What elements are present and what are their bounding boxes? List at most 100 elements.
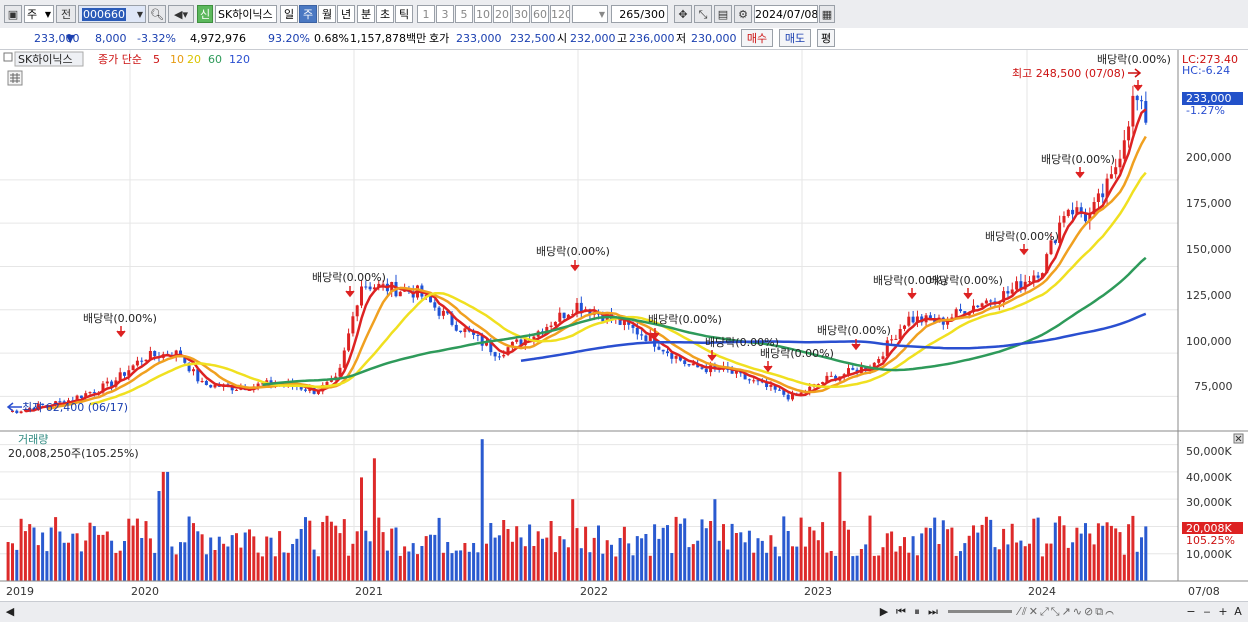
zoom-track bbox=[948, 610, 1012, 613]
stock-name-field[interactable]: SK하이닉스 bbox=[215, 5, 277, 23]
prev-button[interactable]: 전 bbox=[56, 5, 76, 23]
volume-bar bbox=[579, 548, 583, 581]
volume-bar bbox=[230, 535, 234, 581]
period-year[interactable]: 년 bbox=[337, 5, 355, 23]
candle-body bbox=[911, 316, 915, 323]
volume-bar bbox=[433, 534, 437, 581]
volume-bar bbox=[1019, 540, 1023, 581]
candle-body bbox=[472, 331, 476, 335]
x-label-2019: 2019 bbox=[6, 585, 34, 598]
volume-bar bbox=[1023, 546, 1027, 581]
search-icon[interactable]: 🔍︎ bbox=[148, 5, 166, 23]
dividend-arrow-icon bbox=[763, 361, 773, 373]
candle-body bbox=[834, 375, 838, 381]
period-month[interactable]: 월 bbox=[318, 5, 336, 23]
period-minute[interactable]: 분 bbox=[357, 5, 375, 23]
volume-bar bbox=[1114, 528, 1118, 581]
interval-20[interactable]: 20 bbox=[493, 5, 511, 23]
gear-icon[interactable]: ⚙ bbox=[734, 5, 752, 23]
chart-tools-icon[interactable]: ⤡ bbox=[694, 5, 712, 23]
volume-bar bbox=[519, 537, 523, 581]
volume-bar bbox=[855, 555, 859, 581]
candle-body bbox=[506, 347, 510, 355]
period-tick[interactable]: 틱 bbox=[395, 5, 413, 23]
interval-60[interactable]: 60 bbox=[531, 5, 549, 23]
candle-body bbox=[1109, 174, 1113, 179]
volume-bar bbox=[1066, 547, 1070, 581]
candle-body bbox=[631, 324, 635, 328]
candle-body bbox=[1079, 207, 1083, 214]
interval-custom-select[interactable]: ▼ bbox=[572, 5, 608, 23]
volume-bar bbox=[937, 544, 941, 581]
stock-code-input[interactable]: 000660 ▼ bbox=[78, 5, 146, 23]
candle-body bbox=[140, 360, 144, 362]
volume-bar bbox=[204, 554, 208, 581]
minus-icon[interactable]: ‒ bbox=[1203, 605, 1211, 618]
volume-bar bbox=[1049, 543, 1053, 581]
sell-button[interactable]: 매도 bbox=[779, 29, 811, 47]
volume-bar bbox=[717, 540, 721, 581]
speaker-icon[interactable]: ◀▾ bbox=[168, 5, 194, 23]
volume-bar bbox=[209, 537, 213, 581]
rewind-icon[interactable]: ⏮ bbox=[896, 605, 906, 618]
volume-bar bbox=[821, 522, 825, 581]
volume-bar bbox=[730, 523, 734, 581]
dividend-arrow-icon bbox=[707, 350, 717, 362]
volume-bar bbox=[347, 555, 351, 581]
play-icon[interactable]: ▶ bbox=[879, 605, 889, 618]
scroll-left-icon[interactable]: ◀ bbox=[5, 605, 15, 618]
period-day[interactable]: 일 bbox=[280, 5, 298, 23]
drawing-tools-icon[interactable]: ⁄⫽✕⤢⤡↗∿⊘⧉⌒ bbox=[1018, 605, 1116, 618]
volume-tick-40000k: 40,000K bbox=[1186, 471, 1232, 484]
crosshair-icon[interactable]: ✥ bbox=[674, 5, 692, 23]
window-menu-icon[interactable]: ▣ bbox=[4, 5, 22, 23]
volume-bar bbox=[75, 533, 79, 581]
candle-body bbox=[325, 381, 329, 385]
candle-body bbox=[976, 305, 980, 307]
new-badge[interactable]: 신 bbox=[197, 5, 213, 23]
period-second[interactable]: 초 bbox=[376, 5, 394, 23]
candle-body bbox=[773, 385, 777, 390]
volume-bar bbox=[566, 547, 570, 581]
candle-body bbox=[28, 408, 32, 410]
volume-bar bbox=[84, 540, 88, 581]
candle-body bbox=[980, 303, 984, 307]
pause-icon[interactable]: ⏸ bbox=[914, 605, 920, 618]
eval-button[interactable]: 평 bbox=[817, 29, 835, 47]
volume-bar bbox=[97, 534, 101, 581]
save-icon[interactable]: ▤ bbox=[714, 5, 732, 23]
price-tick-75000: 75,000 bbox=[1194, 380, 1233, 393]
interval-5[interactable]: 5 bbox=[455, 5, 473, 23]
interval-3[interactable]: 3 bbox=[436, 5, 454, 23]
interval-120[interactable]: 120 bbox=[550, 5, 570, 23]
volume-bar bbox=[1058, 516, 1062, 581]
zoom-in-icon[interactable]: + bbox=[1218, 605, 1228, 618]
date-field[interactable]: 2024/07/08 bbox=[754, 5, 818, 23]
candle-body bbox=[635, 327, 639, 335]
period-week[interactable]: 주 bbox=[299, 5, 317, 23]
interval-1[interactable]: 1 bbox=[417, 5, 435, 23]
forward-icon[interactable]: ⏭ bbox=[928, 605, 938, 618]
chart-type-select[interactable]: 주 ▼ bbox=[24, 5, 54, 23]
candle-body bbox=[92, 392, 96, 394]
volume-bar bbox=[243, 532, 247, 581]
count-field[interactable]: 265/300 bbox=[611, 5, 668, 23]
volume-bar bbox=[381, 532, 385, 581]
price-volume-chart[interactable]: SK하이닉스 종가 단순 5 10 20 60 120 LC:273.40 HC… bbox=[0, 50, 1248, 601]
volume-bar bbox=[808, 526, 812, 581]
text-size-icon[interactable]: A bbox=[1234, 605, 1242, 618]
interval-30[interactable]: 30 bbox=[512, 5, 530, 23]
price-tick-100000: 100,000 bbox=[1186, 335, 1232, 348]
zoom-out-icon[interactable]: − bbox=[1186, 605, 1196, 618]
count-value: 265 bbox=[619, 8, 641, 21]
zoom-slider[interactable] bbox=[948, 604, 1012, 619]
volume-bar bbox=[437, 517, 441, 581]
buy-button[interactable]: 매수 bbox=[741, 29, 773, 47]
legend-toggle-icon[interactable] bbox=[3, 52, 13, 62]
interval-10[interactable]: 10 bbox=[474, 5, 492, 23]
legend-stock-box[interactable] bbox=[14, 51, 84, 67]
volume-bar bbox=[273, 556, 277, 581]
candle-body bbox=[549, 325, 553, 327]
chart-area[interactable]: SK하이닉스 종가 단순 5 10 20 60 120 LC:273.40 HC… bbox=[0, 50, 1248, 601]
calendar-icon[interactable]: ▦ bbox=[819, 5, 835, 23]
